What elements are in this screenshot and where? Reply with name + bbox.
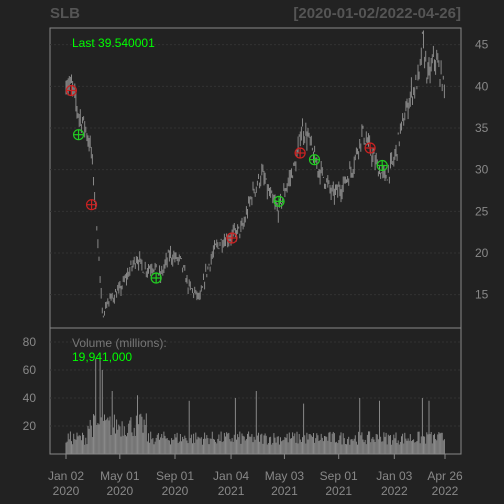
volume-title: Volume (millions): [72,336,167,350]
price-tick-label: 15 [475,288,489,302]
price-tick-label: 30 [475,163,489,177]
x-tick-year-label: 2022 [381,484,408,498]
sell-marker [294,147,306,159]
price-tick-label: 45 [475,38,489,52]
x-tick-label: Sep 01 [156,469,194,483]
x-tick-year-label: 2020 [106,484,133,498]
x-tick-label: Sep 01 [320,469,358,483]
sell-marker [85,199,98,211]
chart-title: SLB [50,5,80,22]
sell-marker [226,232,238,244]
volume-last-value: 19,941,000 [72,350,132,364]
buy-marker [150,272,162,284]
x-tick-label: May 03 [265,469,305,483]
price-tick-label: 35 [475,121,489,135]
x-tick-year-label: 2021 [218,484,245,498]
x-tick-label: Jan 03 [376,469,412,483]
price-gridlines [50,44,461,296]
price-series [65,30,445,318]
price-y-axis: 15 20 25 30 35 40 45 [475,38,489,302]
buy-marker [72,129,85,141]
date-range-label: [2020-01-02/2022-04-26] [293,5,461,22]
sell-marker [364,142,376,154]
x-tick-year-label: 2021 [325,484,352,498]
volume-y-axis: 20 40 60 80 [23,335,37,433]
x-tick-year-label: 2021 [271,484,298,498]
x-tick-year-label: 2022 [432,484,459,498]
x-tick-year-label: 2020 [53,484,80,498]
volume-tick-label: 20 [23,419,37,433]
volume-tick-label: 60 [23,363,37,377]
x-tick-label: Apr 26 [427,469,463,483]
buy-marker [308,154,321,166]
price-tick-label: 25 [475,204,489,218]
volume-bars [65,353,445,454]
sell-marker [65,84,77,97]
trade-markers [65,84,388,284]
price-tick-label: 40 [475,79,489,93]
x-tick-year-label: 2020 [162,484,189,498]
x-tick-label: Jan 04 [213,469,249,483]
buy-marker [376,159,388,172]
price-panel [49,27,462,329]
buy-marker [273,195,285,207]
x-tick-label: May 01 [100,469,140,483]
volume-tick-label: 40 [23,391,37,405]
x-tick-label: Jan 02 [48,469,84,483]
volume-tick-label: 80 [23,335,37,349]
last-price-label: Last 39.540001 [72,36,155,50]
price-tick-label: 20 [475,246,489,260]
